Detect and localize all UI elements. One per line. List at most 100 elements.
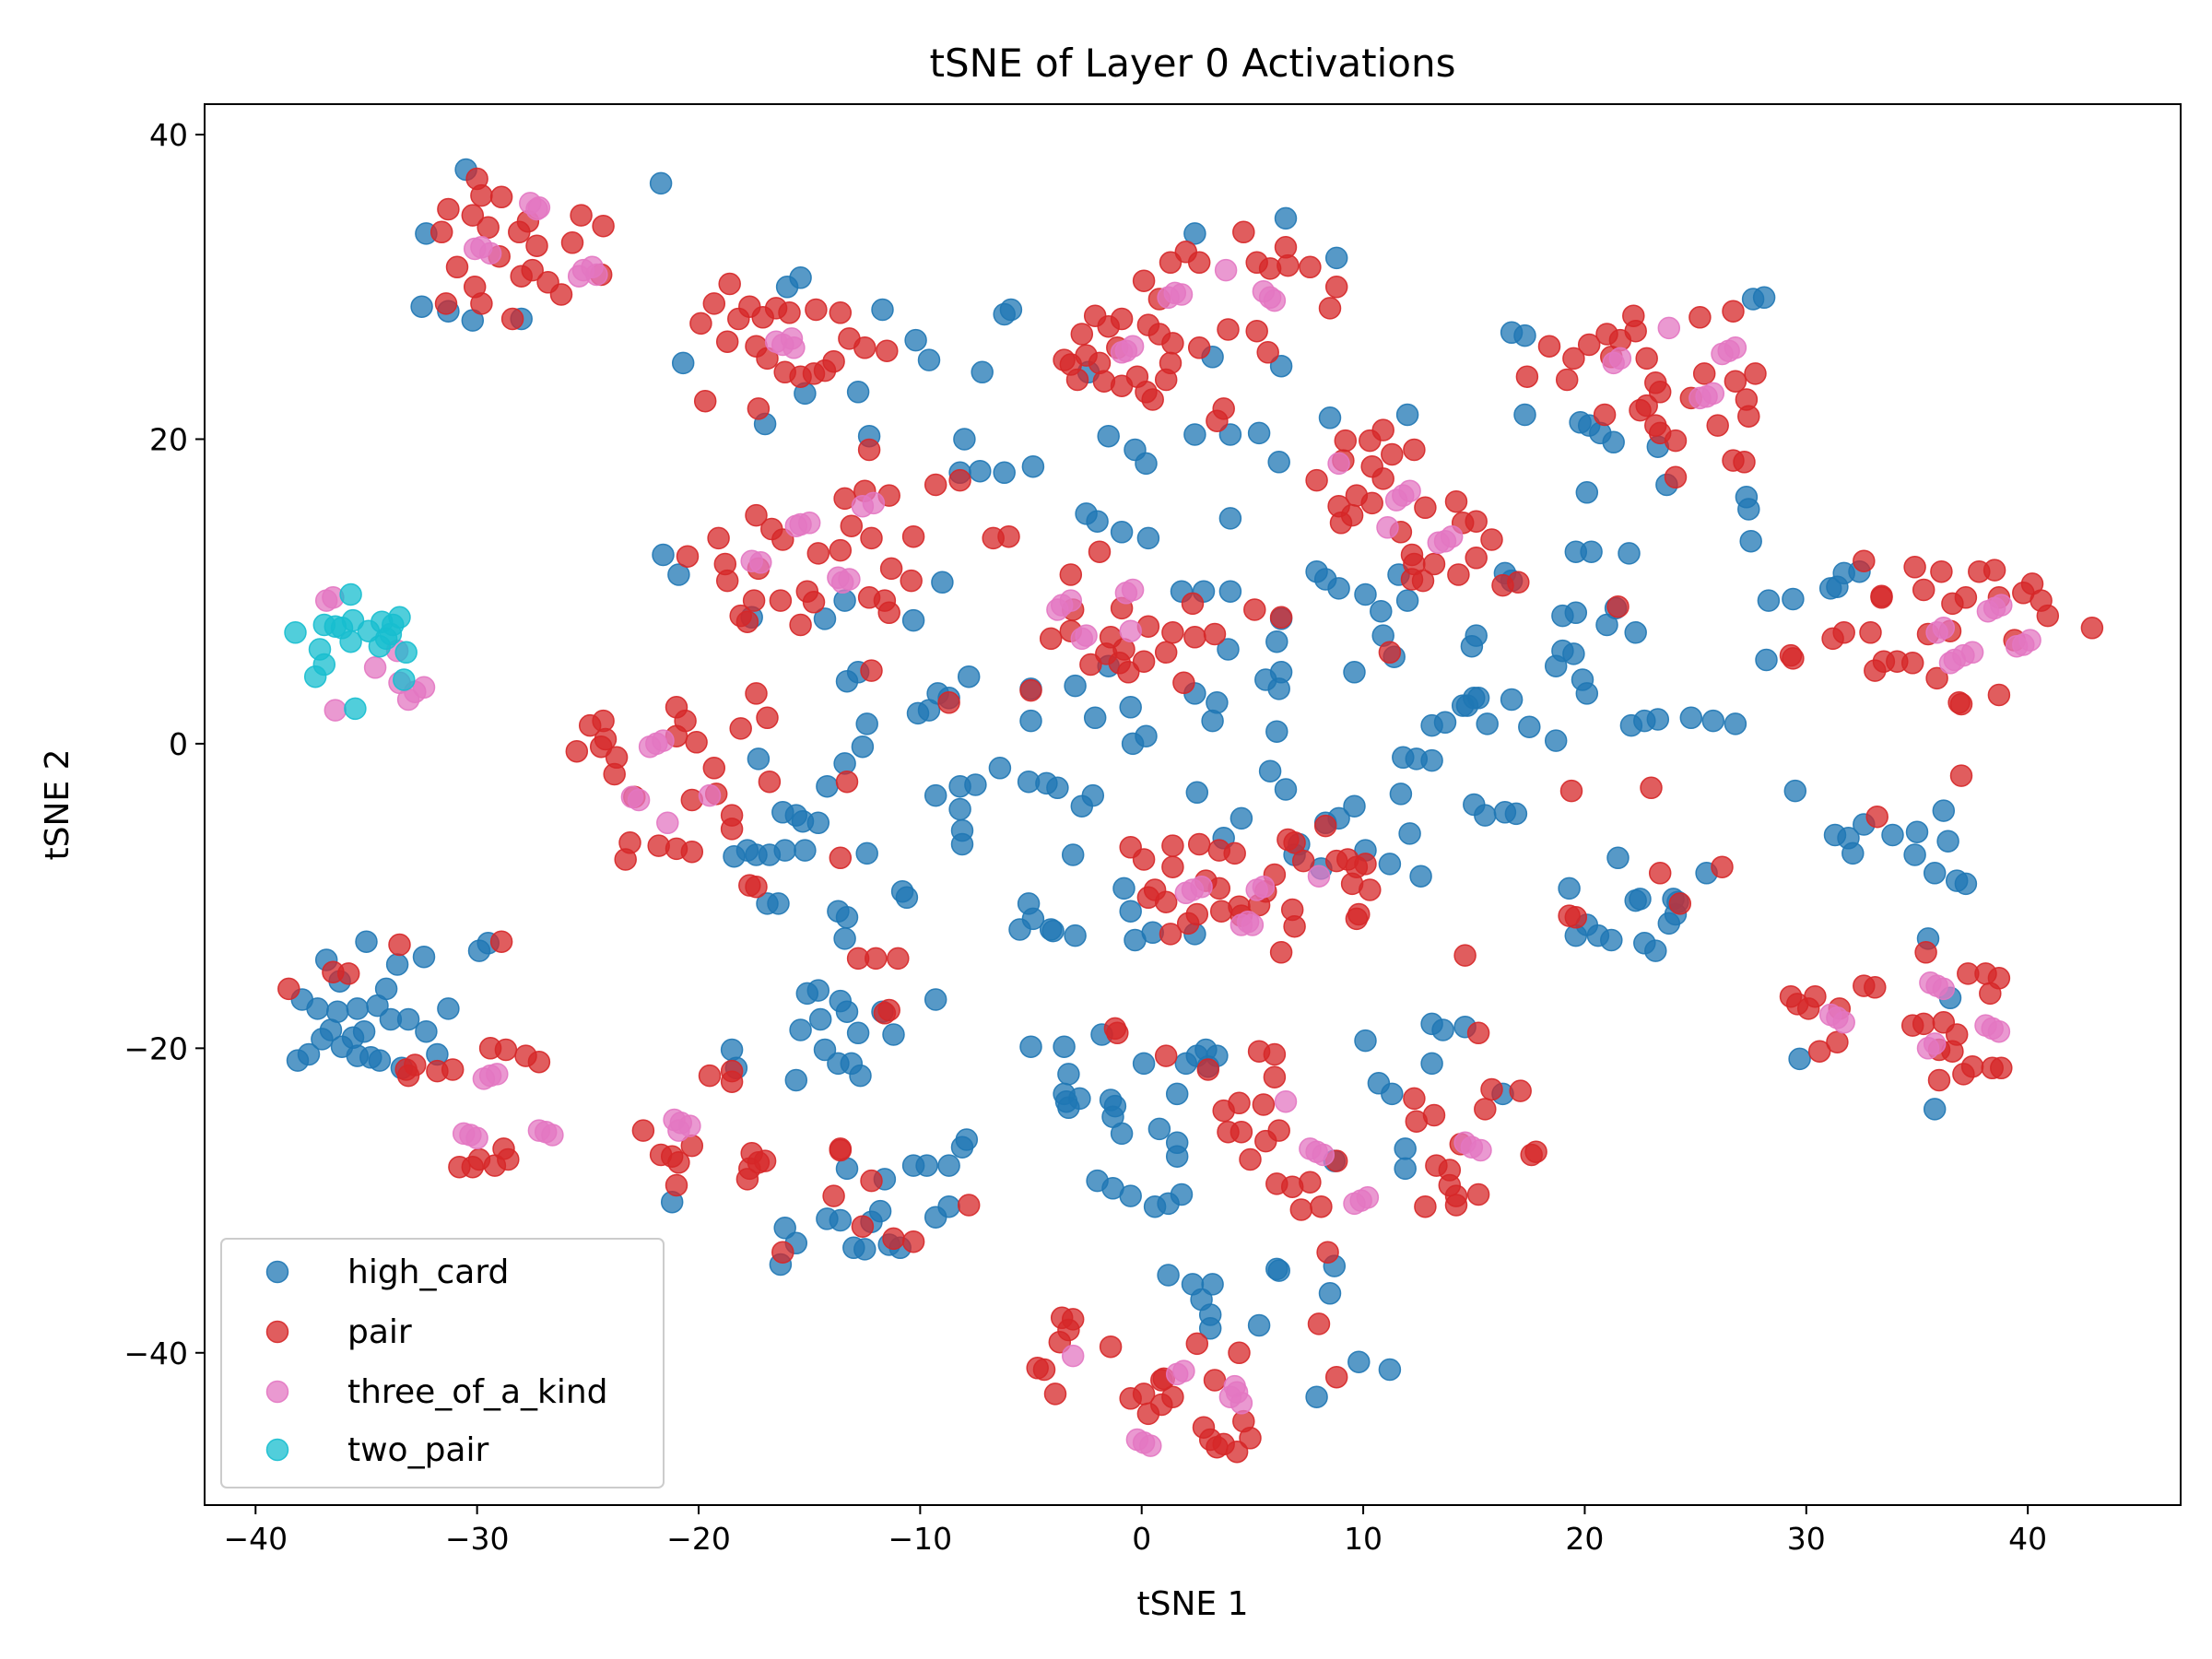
x-tick-label: 10 xyxy=(1344,1521,1382,1557)
point-high-card xyxy=(1724,712,1747,735)
point-pair xyxy=(806,542,830,565)
point-pair xyxy=(948,468,971,492)
point-pair xyxy=(689,312,712,335)
point-high-card xyxy=(1017,770,1041,794)
point-high-card xyxy=(1247,421,1271,445)
point-pair xyxy=(1324,276,1348,299)
point-pair xyxy=(1161,621,1184,644)
point-pair xyxy=(565,739,589,763)
point-pair xyxy=(698,1064,722,1088)
point-pair xyxy=(1559,779,1583,803)
x-tick-label: −40 xyxy=(223,1521,288,1557)
point-pair xyxy=(1181,592,1205,616)
point-high-card xyxy=(1433,711,1457,735)
point-pair xyxy=(1203,1369,1227,1392)
point-high-card xyxy=(1466,687,1490,710)
point-pair xyxy=(667,1151,690,1174)
point-two-pair xyxy=(394,641,418,665)
point-high-card xyxy=(1575,481,1599,504)
point-pair xyxy=(1048,1330,1072,1354)
point-high-card xyxy=(849,1064,872,1088)
point-three-of-a-kind xyxy=(620,785,644,808)
x-tick-label: 30 xyxy=(1787,1521,1826,1557)
point-pair xyxy=(1711,855,1734,878)
point-high-card xyxy=(1218,507,1242,530)
legend-marker-pair xyxy=(265,1320,289,1344)
point-three-of-a-kind xyxy=(1245,878,1268,901)
point-pair xyxy=(1474,1098,1497,1121)
y-axis-label: tSNE 2 xyxy=(39,749,76,861)
point-pair xyxy=(1154,641,1178,665)
point-three-of-a-kind xyxy=(1174,881,1198,905)
point-high-card xyxy=(1544,729,1568,752)
point-pair xyxy=(1826,1030,1849,1053)
point-high-card xyxy=(1183,222,1206,245)
point-high-card xyxy=(1420,1052,1443,1076)
point-three-of-a-kind xyxy=(486,1063,509,1086)
point-pair xyxy=(525,234,548,257)
point-pair xyxy=(1912,1012,1936,1036)
point-two-pair xyxy=(303,665,327,688)
point-pair xyxy=(901,524,925,548)
point-pair xyxy=(1217,318,1240,341)
point-high-card xyxy=(1265,1257,1288,1281)
point-pair xyxy=(1562,347,1585,371)
point-high-card xyxy=(816,1207,839,1230)
point-pair xyxy=(1354,853,1377,876)
point-pair xyxy=(492,1137,515,1160)
point-pair xyxy=(1593,403,1617,427)
point-high-card xyxy=(1318,406,1342,429)
point-pair xyxy=(1706,414,1729,437)
point-pair xyxy=(434,292,458,315)
series-two-pair xyxy=(284,582,418,721)
point-pair xyxy=(1447,563,1470,586)
point-high-card xyxy=(1083,706,1107,730)
point-high-card xyxy=(1500,688,1524,712)
point-high-card xyxy=(1474,804,1497,827)
point-pair xyxy=(680,840,704,864)
point-three-of-a-kind xyxy=(1274,1089,1298,1113)
point-high-card xyxy=(352,1019,376,1043)
point-three-of-a-kind xyxy=(1376,516,1399,539)
point-pair xyxy=(1088,540,1112,563)
point-high-card xyxy=(924,783,947,807)
point-high-card xyxy=(816,774,839,798)
point-pair xyxy=(1225,1440,1249,1464)
point-pair xyxy=(494,1038,518,1062)
point-pair xyxy=(1159,923,1182,946)
point-pair xyxy=(957,1194,981,1217)
point-pair xyxy=(489,930,513,953)
point-pair xyxy=(1132,848,1156,871)
point-high-card xyxy=(1932,799,1956,822)
point-high-card xyxy=(671,351,695,375)
point-pair xyxy=(1291,849,1315,873)
point-pair xyxy=(631,1119,655,1142)
point-high-card xyxy=(1269,354,1293,378)
point-pair xyxy=(789,613,812,637)
point-pair xyxy=(1466,1021,1490,1045)
point-pair xyxy=(1263,1065,1287,1088)
point-pair xyxy=(1577,333,1601,357)
point-pair xyxy=(1316,1241,1339,1264)
point-pair xyxy=(1668,892,1692,915)
point-pair xyxy=(1154,1044,1178,1067)
point-high-card xyxy=(1370,599,1393,623)
point-pair xyxy=(1239,1427,1262,1450)
point-pair xyxy=(1256,341,1279,364)
point-pair xyxy=(1930,559,1953,583)
point-high-card xyxy=(311,1028,334,1051)
point-two-pair xyxy=(393,668,416,691)
point-pair xyxy=(1744,362,1767,385)
point-pair xyxy=(729,717,752,740)
point-pair xyxy=(1106,1021,1129,1045)
point-high-card xyxy=(1737,498,1760,521)
point-high-card xyxy=(1905,820,1929,843)
point-three-of-a-kind xyxy=(1327,452,1350,476)
point-high-card xyxy=(988,757,1012,780)
point-pair xyxy=(1403,438,1426,462)
point-high-card xyxy=(1701,709,1725,733)
point-pair xyxy=(1019,678,1042,702)
point-high-card xyxy=(1318,1282,1342,1305)
x-tick-label: 0 xyxy=(1132,1521,1151,1557)
point-pair xyxy=(1507,571,1530,594)
